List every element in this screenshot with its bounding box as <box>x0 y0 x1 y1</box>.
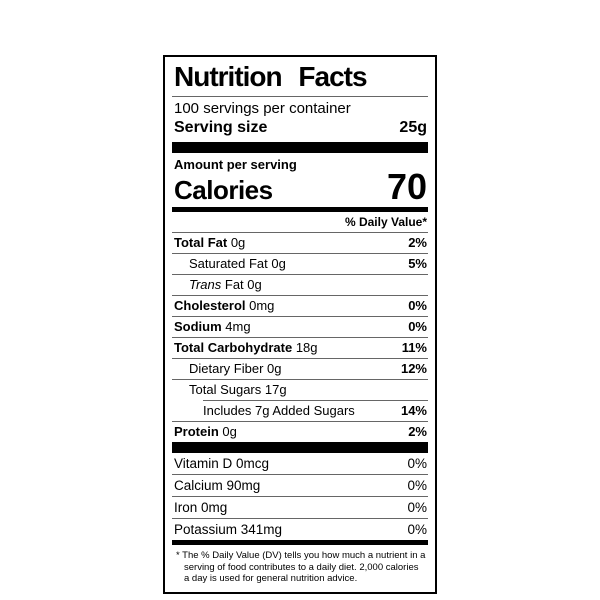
nutrient-row: Total Sugars 17g <box>172 379 428 400</box>
section-bar-medium-footnote <box>172 540 428 545</box>
vitamin-rows: Vitamin D 0mcg 0% Calcium 90mg 0% Iron 0mg 0%… <box>172 453 428 540</box>
daily-value-percent: 2% <box>408 235 427 250</box>
divider-under-title <box>172 96 428 97</box>
nutrient-name: Iron 0mg <box>174 499 228 515</box>
nutrient-name: Protein 0g <box>174 424 237 439</box>
servings-per-container: 100 servings per container <box>174 100 351 117</box>
daily-value-percent: 5% <box>408 256 427 271</box>
daily-value-percent: 0% <box>407 477 427 493</box>
nutrient-row: Dietary Fiber 0g 12% <box>172 358 428 379</box>
nutrient-row: Cholesterol 0mg 0% <box>172 295 428 316</box>
daily-value-percent: 0% <box>408 319 427 334</box>
nutrient-rows: Total Fat 0g 2% Saturated Fat 0g 5% Trans Fa… <box>172 232 428 442</box>
nutrient-row: Includes 7g Added Sugars 14% <box>203 400 428 421</box>
daily-value-percent: 11% <box>401 340 427 355</box>
nutrient-name: Cholesterol 0mg <box>174 298 275 313</box>
daily-value-percent: 0% <box>408 298 427 313</box>
calories-value: 70 <box>386 166 427 207</box>
nutrient-name: Total Carbohydrate 18g <box>174 340 318 355</box>
vitamin-row: Iron 0mg 0% <box>172 496 428 518</box>
nutrient-row: Total Carbohydrate 18g 11% <box>172 337 428 358</box>
calories-label: Calories <box>174 175 273 205</box>
vitamin-row: Calcium 90mg 0% <box>172 474 428 496</box>
nutrient-row: Saturated Fat 0g 5% <box>172 253 428 274</box>
nutrient-name: Total Fat 0g <box>174 235 246 250</box>
serving-size-value: 25g <box>399 119 427 136</box>
serving-size-label: Serving size <box>174 119 268 136</box>
label-title: Nutrition Facts <box>174 61 368 92</box>
section-bar-thick-top <box>172 142 428 153</box>
nutrient-row: Protein 0g 2% <box>172 421 428 442</box>
nutrient-name: Calcium 90mg <box>174 477 261 493</box>
nutrient-name: Sodium 4mg <box>174 319 251 334</box>
daily-value-header: % Daily Value* <box>344 215 427 229</box>
nutrient-row: Trans Fat 0g <box>172 274 428 295</box>
nutrient-name: Saturated Fat 0g <box>189 256 286 271</box>
nutrient-name: Total Sugars 17g <box>189 382 287 397</box>
nutrient-row: Sodium 4mg 0% <box>172 316 428 337</box>
daily-value-percent: 14% <box>400 403 427 418</box>
nutrient-name: Potassium 341mg <box>174 521 283 537</box>
nutrient-row: Total Fat 0g 2% <box>172 232 428 253</box>
footnote-text: * The % Daily Value (DV) tells you how m… <box>176 550 426 584</box>
nutrient-name: Trans Fat 0g <box>189 277 262 292</box>
nutrition-facts-label: Nutrition Facts 100 servings per contain… <box>163 55 437 594</box>
section-bar-thick-bottom <box>172 442 428 453</box>
daily-value-percent: 2% <box>408 424 427 439</box>
nutrient-name: Vitamin D 0mcg <box>174 455 270 471</box>
calories-row: Calories 70 <box>172 166 428 207</box>
serving-size-row: Serving size 25g <box>172 118 428 142</box>
daily-value-percent: 0% <box>407 455 427 471</box>
nutrient-name: Dietary Fiber 0g <box>189 361 282 376</box>
vitamin-row: Potassium 341mg 0% <box>172 518 428 540</box>
daily-value-percent: 12% <box>400 361 427 376</box>
nutrient-name: Includes 7g Added Sugars <box>203 403 355 418</box>
section-bar-medium-calories <box>172 207 428 212</box>
daily-value-percent: 0% <box>407 521 427 537</box>
daily-value-percent: 0% <box>407 499 427 515</box>
amount-per-serving-label: Amount per serving <box>174 157 297 172</box>
vitamin-row: Vitamin D 0mcg 0% <box>172 453 428 474</box>
